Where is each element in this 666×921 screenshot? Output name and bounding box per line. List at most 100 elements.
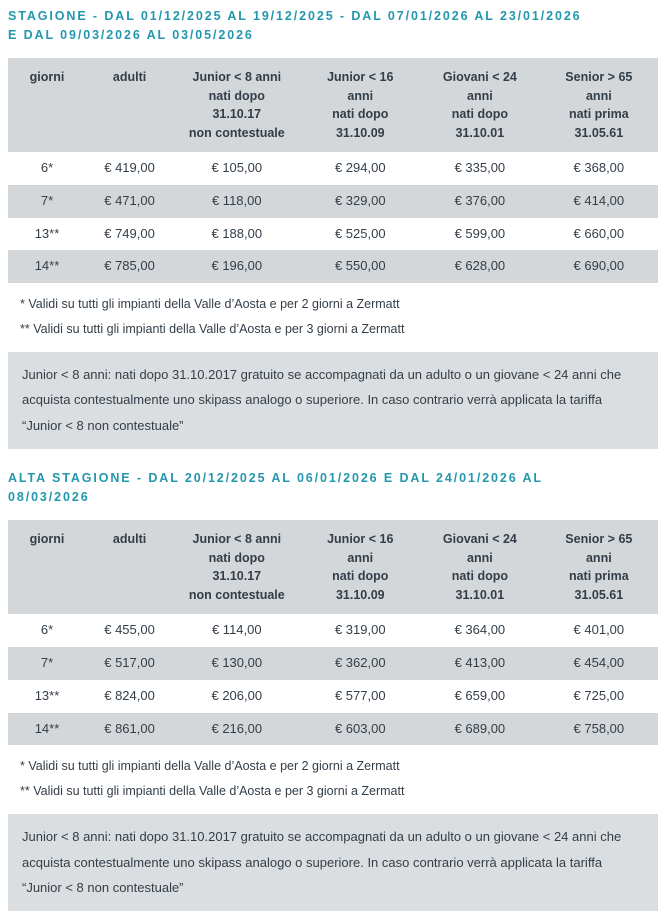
header-line: 31.10.17 [212,107,262,122]
footnotes: * Validi su tutti gli impianti della Val… [20,292,658,341]
price-cell: € 364,00 [420,613,540,647]
header-line: nati prima [568,569,629,584]
season-title-stagione: STAGIONE - DAL 01/12/2025 AL 19/12/2025 … [8,7,658,46]
price-cell: € 517,00 [86,646,174,680]
header-line: non contestuale [188,588,285,603]
table-row: 14** € 861,00 € 216,00 € 603,00 € 689,00… [8,712,658,746]
column-header-senior-65: Senior > 65 anni nati prima 31.05.61 [539,519,658,614]
footnotes: * Validi su tutti gli impianti della Val… [20,754,658,803]
price-cell: € 690,00 [539,250,658,284]
days-cell: 6* [8,151,86,185]
price-cell: € 319,00 [300,613,421,647]
price-cell: € 376,00 [420,184,540,218]
junior-note-box: Junior < 8 anni: nati dopo 31.10.2017 gr… [8,814,658,912]
header-line: 31.05.61 [574,588,624,603]
price-cell: € 368,00 [539,151,658,185]
price-cell: € 188,00 [173,217,301,251]
days-cell: 7* [8,184,86,218]
table-row: 14** € 785,00 € 196,00 € 550,00 € 628,00… [8,250,658,284]
column-header-junior-8: Junior < 8 anni nati dopo 31.10.17 non c… [173,57,301,152]
table-row: 13** € 749,00 € 188,00 € 525,00 € 599,00… [8,217,658,251]
header-line: nati dopo [451,569,508,584]
table-header-row: giorni adulti Junior < 8 anni nati dopo … [8,57,658,152]
table-row: 7* € 517,00 € 130,00 € 362,00 € 413,00 €… [8,646,658,680]
price-table-alta-stagione: giorni adulti Junior < 8 anni nati dopo … [8,519,658,746]
price-cell: € 725,00 [539,679,658,713]
header-line: nati dopo [451,107,508,122]
header-line: Junior < 8 anni [192,531,282,546]
column-header-adulti: adulti [86,519,174,614]
table-row: 7* € 471,00 € 118,00 € 329,00 € 376,00 €… [8,184,658,218]
column-header-giorni: giorni [8,57,86,152]
days-cell: 14** [8,712,86,746]
price-cell: € 659,00 [420,679,540,713]
price-cell: € 628,00 [420,250,540,284]
price-cell: € 294,00 [300,151,421,185]
header-line: nati dopo [208,550,265,565]
column-header-senior-65: Senior > 65 anni nati prima 31.05.61 [539,57,658,152]
header-line: anni [585,88,612,103]
price-cell: € 114,00 [173,613,301,647]
header-line: Junior < 8 anni [192,69,282,84]
footnote-single-asterisk: * Validi su tutti gli impianti della Val… [20,759,400,774]
price-cell: € 362,00 [300,646,421,680]
header-line: nati dopo [332,107,389,122]
price-cell: € 599,00 [420,217,540,251]
column-header-adulti: adulti [86,57,174,152]
header-line: 31.10.01 [455,126,505,140]
season-title-line: E DAL 09/03/2026 AL 03/05/2026 [8,28,254,43]
section-stagione: STAGIONE - DAL 01/12/2025 AL 19/12/2025 … [8,7,658,450]
price-cell: € 329,00 [300,184,421,218]
price-cell: € 824,00 [86,679,174,713]
season-title-alta-stagione: ALTA STAGIONE - DAL 20/12/2025 AL 06/01/… [8,469,658,508]
price-cell: € 785,00 [86,250,174,284]
price-cell: € 216,00 [173,712,301,746]
column-header-junior-16: Junior < 16 anni nati dopo 31.10.09 [300,57,421,152]
price-cell: € 749,00 [86,217,174,251]
header-line: Giovani < 24 [442,531,517,546]
price-cell: € 660,00 [539,217,658,251]
price-cell: € 455,00 [86,613,174,647]
price-cell: € 414,00 [539,184,658,218]
column-header-giovani-24: Giovani < 24 anni nati dopo 31.10.01 [420,57,540,152]
header-line: Junior < 16 [327,531,394,546]
price-cell: € 206,00 [173,679,301,713]
header-line: non contestuale [188,126,285,140]
days-cell: 6* [8,613,86,647]
season-title-line: ALTA STAGIONE - DAL 20/12/2025 AL 06/01/… [8,471,543,486]
column-header-giorni: giorni [8,519,86,614]
header-line: 31.10.17 [212,569,262,584]
header-line: anni [347,550,374,565]
footnote-double-asterisk: ** Validi su tutti gli impianti della Va… [20,321,405,336]
column-header-giovani-24: Giovani < 24 anni nati dopo 31.10.01 [420,519,540,614]
column-header-junior-16: Junior < 16 anni nati dopo 31.10.09 [300,519,421,614]
footnote-single-asterisk: * Validi su tutti gli impianti della Val… [20,297,400,312]
price-cell: € 196,00 [173,250,301,284]
price-cell: € 454,00 [539,646,658,680]
price-cell: € 419,00 [86,151,174,185]
header-line: 31.10.09 [335,588,385,603]
price-cell: € 130,00 [173,646,301,680]
price-cell: € 413,00 [420,646,540,680]
header-line: giorni [29,69,65,84]
header-line: anni [467,550,493,565]
header-line: Giovani < 24 [442,69,517,84]
price-cell: € 577,00 [300,679,421,713]
price-cell: € 861,00 [86,712,174,746]
section-alta-stagione: ALTA STAGIONE - DAL 20/12/2025 AL 06/01/… [8,469,658,912]
table-header-row: giorni adulti Junior < 8 anni nati dopo … [8,519,658,614]
season-title-line: STAGIONE - DAL 01/12/2025 AL 19/12/2025 … [8,9,582,23]
table-row: 6* € 455,00 € 114,00 € 319,00 € 364,00 €… [8,613,658,647]
price-cell: € 105,00 [173,151,301,185]
header-line: adulti [112,69,147,84]
price-cell: € 689,00 [420,712,540,746]
header-line: nati prima [568,107,629,122]
days-cell: 13** [8,217,86,251]
table-row: 13** € 824,00 € 206,00 € 577,00 € 659,00… [8,679,658,713]
header-line: nati dopo [332,569,389,584]
days-cell: 14** [8,250,86,284]
header-line: Senior > 65 [565,69,633,84]
header-line: Junior < 16 [327,69,394,84]
season-title-line: 08/03/2026 [8,490,90,505]
